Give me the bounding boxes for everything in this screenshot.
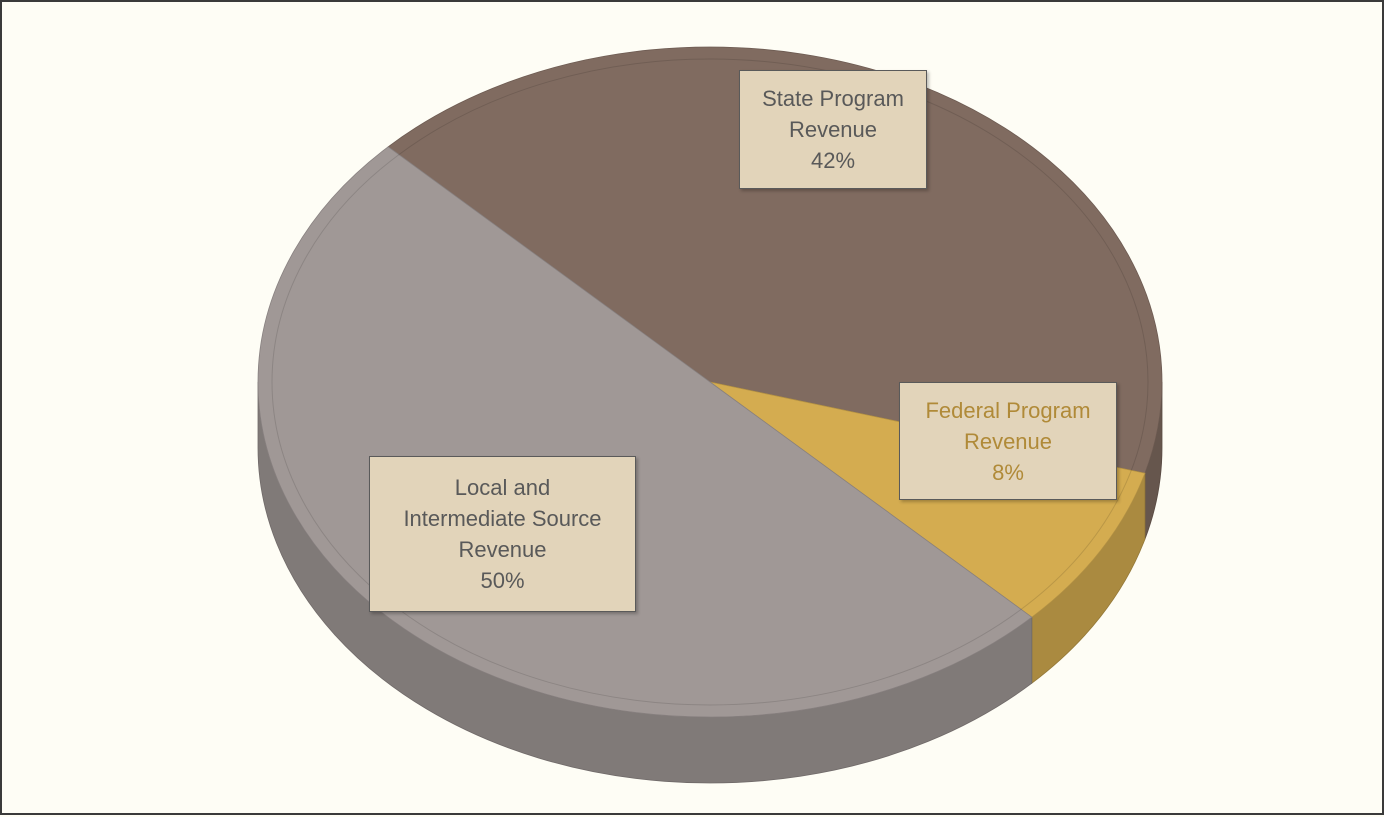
label-category: Federal Program Revenue [925, 397, 1091, 454]
label-value: 50% [480, 568, 525, 593]
label-value: 42% [810, 148, 856, 173]
label-category: State Program Revenue [762, 86, 904, 142]
label-value: 8% [992, 459, 1024, 485]
pie-slice [387, 46, 1163, 474]
label-category: Local and Intermediate Source Revenue [403, 475, 602, 562]
pie-rim [271, 58, 1149, 706]
data-label: Local and Intermediate Source Revenue 50… [369, 456, 636, 612]
data-label: State Program Revenue 42% [739, 70, 927, 189]
data-label: Federal Program Revenue 8% [899, 382, 1117, 500]
